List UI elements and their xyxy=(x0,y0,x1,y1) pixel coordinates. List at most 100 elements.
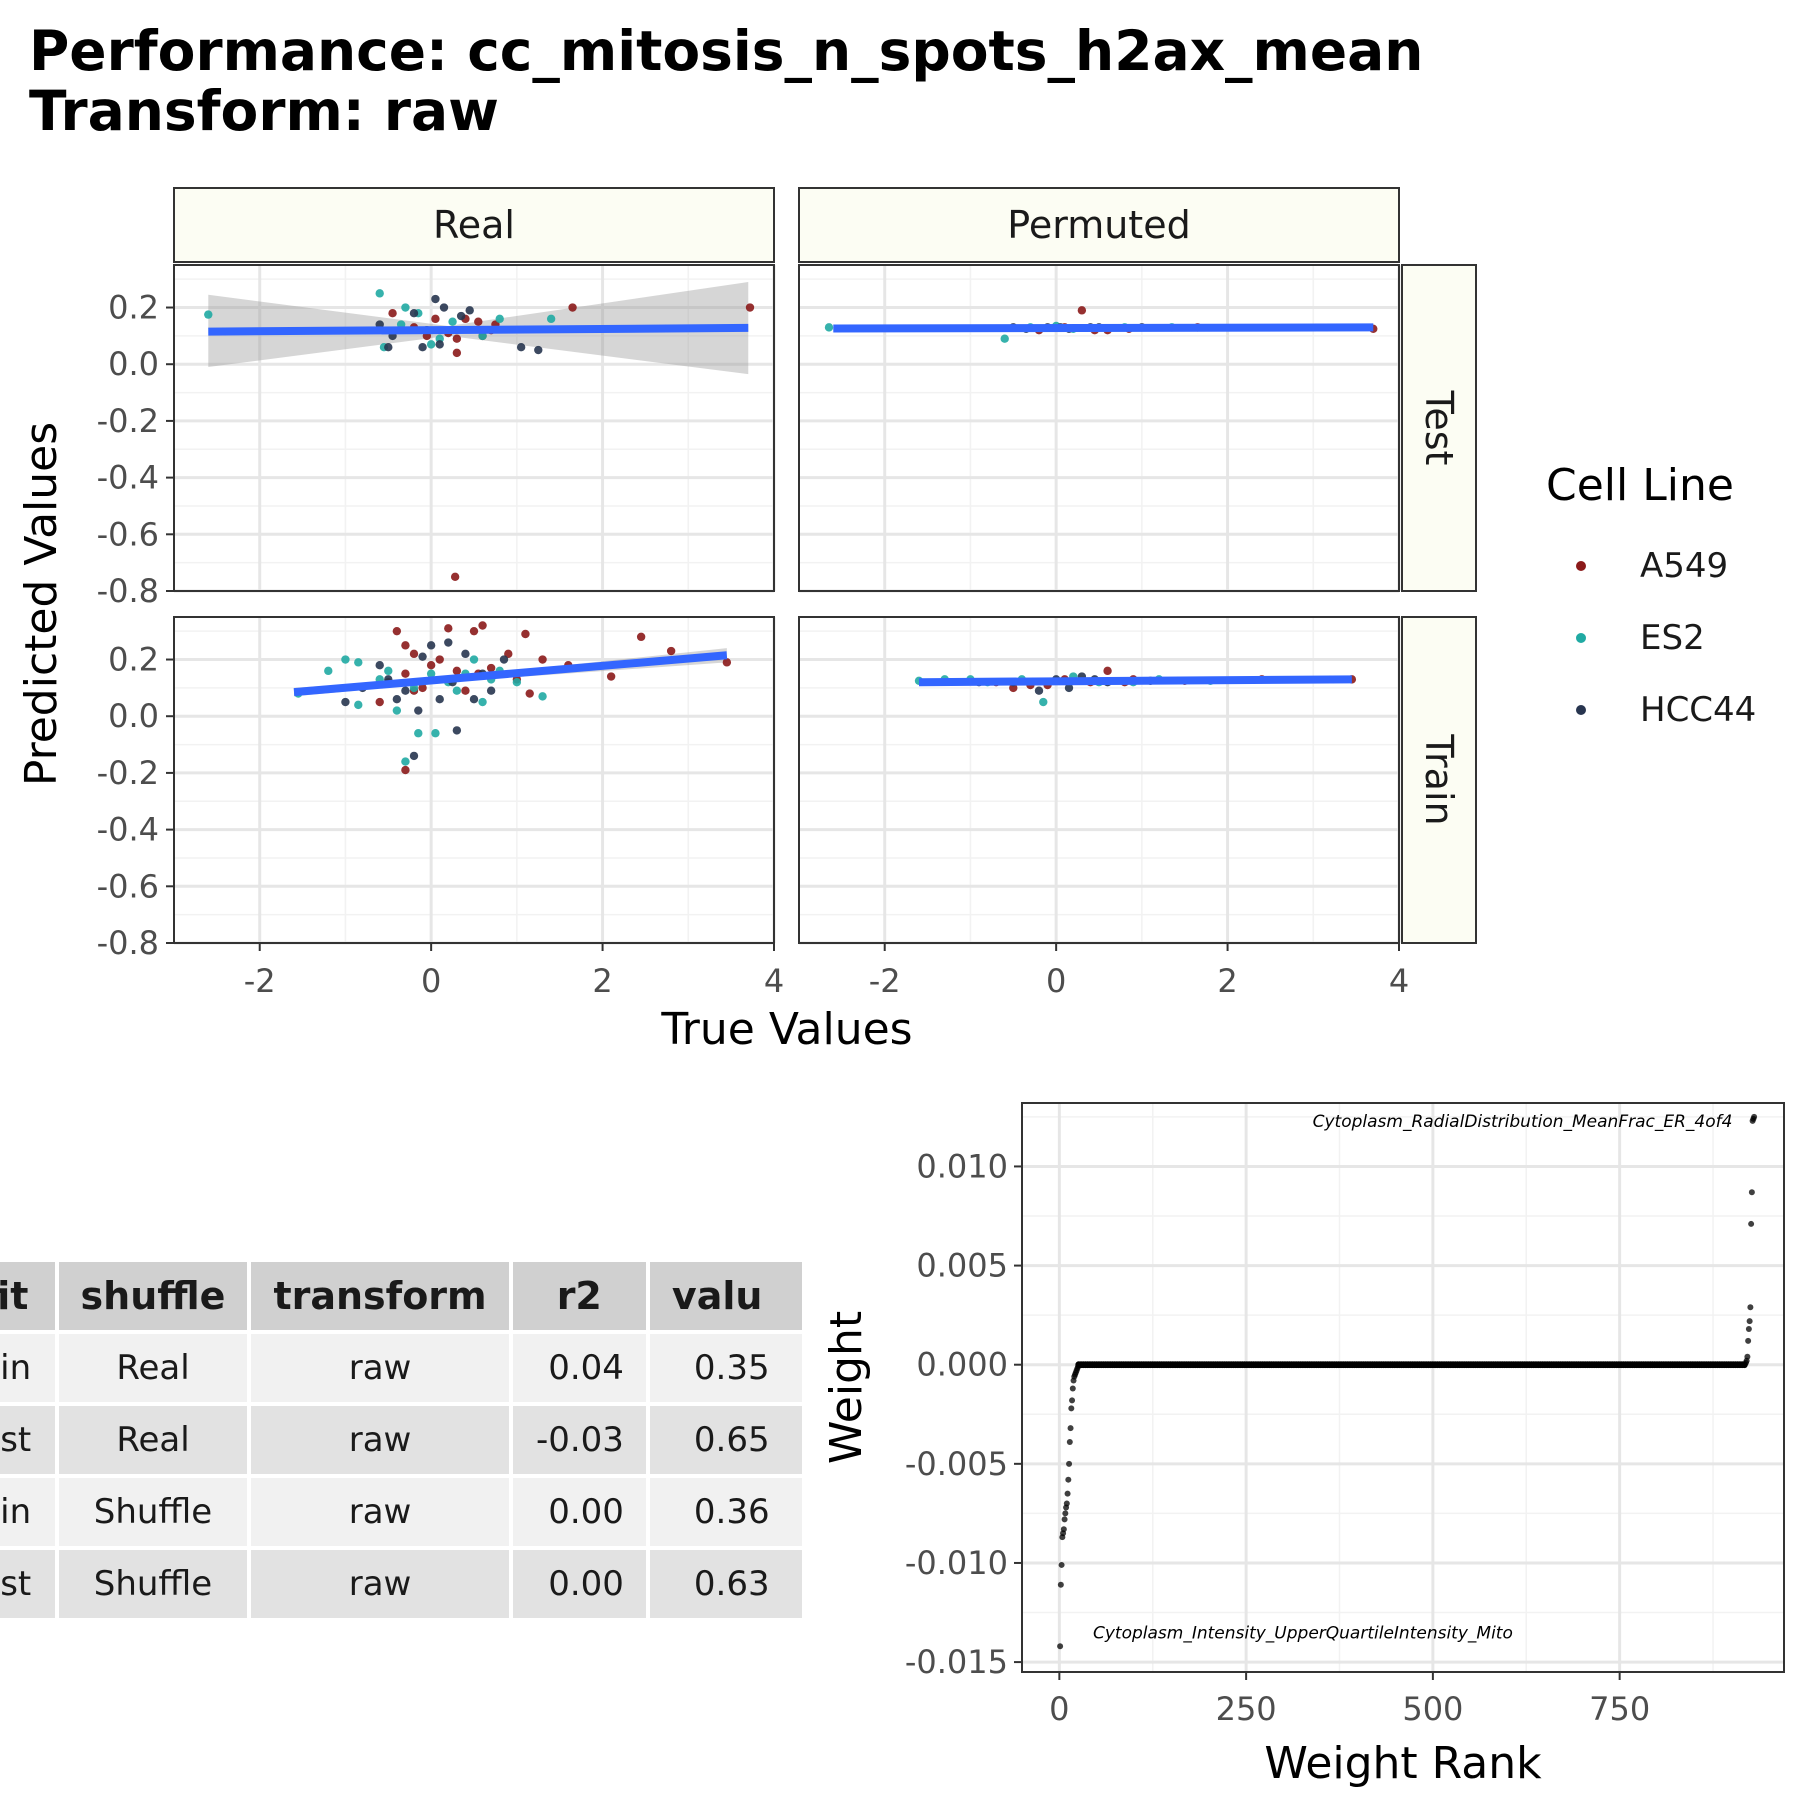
point-hcc44 xyxy=(499,655,509,664)
point-hcc44 xyxy=(469,695,479,704)
cell-shuffle: Shuffle xyxy=(58,1550,248,1618)
point-es2 xyxy=(478,697,487,707)
facet-strip-train xyxy=(1401,616,1477,944)
x-tick-label: 4 xyxy=(764,962,784,1000)
cell-transform: raw xyxy=(251,1406,509,1474)
point-hcc44 xyxy=(341,697,350,707)
y-tick-label: 0.2 xyxy=(108,289,159,327)
point-a549 xyxy=(666,646,676,656)
fit-line xyxy=(208,323,749,336)
panel-background xyxy=(1022,1103,1784,1672)
table-row: est Real raw -0.03 0.65 xyxy=(0,1406,802,1474)
point-es2 xyxy=(384,666,393,676)
point-a549 xyxy=(450,572,460,582)
cell-transform: raw xyxy=(251,1550,509,1618)
cell-fit: est xyxy=(0,1550,55,1618)
x-axis-title: Weight Rank xyxy=(1264,1738,1542,1789)
cell-value: 0.63 xyxy=(649,1550,802,1618)
point-a549 xyxy=(452,334,462,343)
point-a549 xyxy=(431,314,440,324)
x-tick-label: 0 xyxy=(1049,1690,1069,1728)
point-a549 xyxy=(521,629,530,639)
column-header-r2: r2 xyxy=(512,1262,646,1330)
y-tick-label: -0.4 xyxy=(97,811,159,849)
facet-panel-real-train xyxy=(173,616,776,945)
y-tick-label: -0.6 xyxy=(97,867,159,905)
y-tick-label: 0.005 xyxy=(916,1247,1008,1285)
point-es2 xyxy=(495,314,504,324)
table-header-row: fit shuffle transform r2 valu xyxy=(0,1262,802,1330)
point-es2 xyxy=(512,678,522,687)
point-hcc44 xyxy=(409,751,419,761)
point-es2 xyxy=(478,331,487,341)
point-hcc44 xyxy=(418,652,427,661)
point-hcc44 xyxy=(414,706,423,715)
cell-r2: 0.00 xyxy=(512,1478,646,1546)
facet-strip-label: Real xyxy=(433,203,515,247)
weight-annotation: Cytoplasm_RadialDistribution_MeanFrac_ER… xyxy=(1313,1112,1733,1132)
facet-panel-permuted-train xyxy=(798,616,1401,945)
weight-point xyxy=(1751,1113,1758,1120)
point-es2 xyxy=(469,655,479,664)
facet-strip-test xyxy=(1401,264,1477,592)
point-a549 xyxy=(452,666,462,676)
point-a549 xyxy=(401,765,410,775)
y-tick-label: -0.2 xyxy=(97,754,159,792)
point-es2 xyxy=(375,289,384,298)
y-tick-label: -0.2 xyxy=(97,402,159,440)
point-hcc44 xyxy=(1034,686,1044,695)
point-es2 xyxy=(341,655,350,664)
point-hcc44 xyxy=(384,343,393,352)
weight-point xyxy=(1069,1397,1076,1404)
point-hcc44 xyxy=(516,343,526,352)
point-hcc44 xyxy=(418,343,427,352)
cell-transform: raw xyxy=(251,1478,509,1546)
point-a549 xyxy=(469,626,479,636)
point-hcc44 xyxy=(392,695,402,704)
point-a549 xyxy=(486,663,496,673)
point-es2 xyxy=(1000,334,1009,343)
weight-point xyxy=(1068,1405,1075,1412)
cell-fit: ain xyxy=(0,1334,55,1402)
x-tick-label: 0 xyxy=(1046,962,1066,1000)
x-tick-label: 4 xyxy=(1389,962,1409,1000)
figure-title-line-2: Transform: raw xyxy=(29,79,499,143)
point-hcc44 xyxy=(435,340,444,349)
cell-r2: -0.03 xyxy=(512,1406,646,1474)
point-a549 xyxy=(722,658,732,667)
point-es2 xyxy=(204,310,213,319)
point-a549 xyxy=(538,655,547,664)
point-es2 xyxy=(414,729,423,738)
y-tick-label: 0.000 xyxy=(916,1346,1008,1384)
point-es2 xyxy=(324,666,333,676)
weight-point xyxy=(1065,1476,1072,1483)
y-tick-label: 0.010 xyxy=(916,1147,1008,1185)
point-hcc44 xyxy=(444,638,453,647)
weight-point xyxy=(1748,1189,1755,1196)
point-a549 xyxy=(401,641,410,650)
cell-shuffle: Real xyxy=(58,1406,248,1474)
cell-value: 0.35 xyxy=(649,1334,802,1402)
weight-point xyxy=(1066,1439,1073,1446)
legend-key-hcc44 xyxy=(1576,705,1586,715)
point-hcc44 xyxy=(409,308,419,318)
legend-label-a549: A549 xyxy=(1640,546,1728,586)
fit-line xyxy=(918,675,1352,687)
cell-value: 0.65 xyxy=(649,1406,802,1474)
panel-border xyxy=(1021,1102,1785,1673)
point-hcc44 xyxy=(431,294,440,304)
facet-strip-label: Train xyxy=(1417,733,1461,825)
point-es2 xyxy=(401,303,410,312)
weight-point xyxy=(1745,1326,1752,1333)
legend-key-a549 xyxy=(1576,561,1586,571)
weight-panel: Cytoplasm_RadialDistribution_MeanFrac_ER… xyxy=(1021,1102,1785,1673)
point-es2 xyxy=(546,314,556,324)
column-header-fit: fit xyxy=(0,1262,55,1330)
point-a549 xyxy=(525,689,534,698)
x-tick-label: 0 xyxy=(421,962,441,1000)
panel-background xyxy=(174,617,774,943)
point-es2 xyxy=(392,706,402,715)
weight-point xyxy=(1744,1353,1751,1360)
weight-point xyxy=(1061,1516,1068,1523)
